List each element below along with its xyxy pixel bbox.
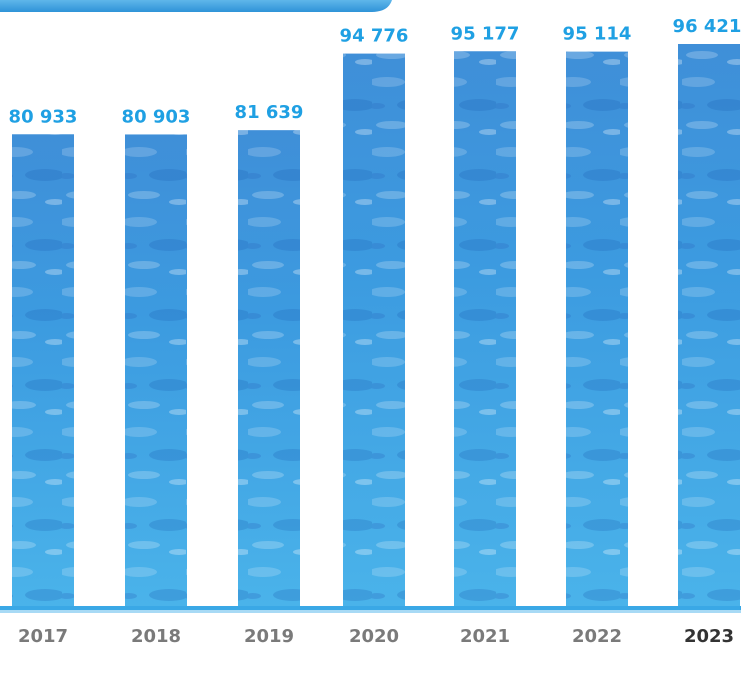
value-label: 95 114	[563, 24, 632, 45]
x-tick-label: 2018	[131, 626, 181, 647]
value-label: 95 177	[451, 23, 520, 44]
bar-texture	[238, 130, 300, 606]
bar-texture	[678, 44, 740, 606]
value-label: 81 639	[235, 102, 304, 123]
value-label: 80 903	[122, 106, 191, 127]
bar-texture	[12, 134, 74, 607]
bar-texture	[566, 51, 628, 607]
x-tick-label: 2017	[18, 626, 68, 647]
baseline	[0, 606, 741, 610]
x-tick-label: 2019	[244, 626, 294, 647]
baseline-glow	[0, 610, 741, 613]
header-banner	[0, 0, 392, 12]
value-label: 94 776	[340, 26, 409, 47]
x-tick-label: 2020	[349, 626, 399, 647]
x-tick-label: 2021	[460, 626, 510, 647]
value-label: 96 421	[673, 16, 741, 37]
bar-texture	[454, 51, 516, 606]
value-label: 80 933	[9, 106, 78, 127]
bar-texture	[125, 134, 187, 606]
bar-texture	[343, 53, 405, 606]
x-tick-label: 2022	[572, 626, 622, 647]
x-tick-label: 2023	[684, 626, 734, 647]
